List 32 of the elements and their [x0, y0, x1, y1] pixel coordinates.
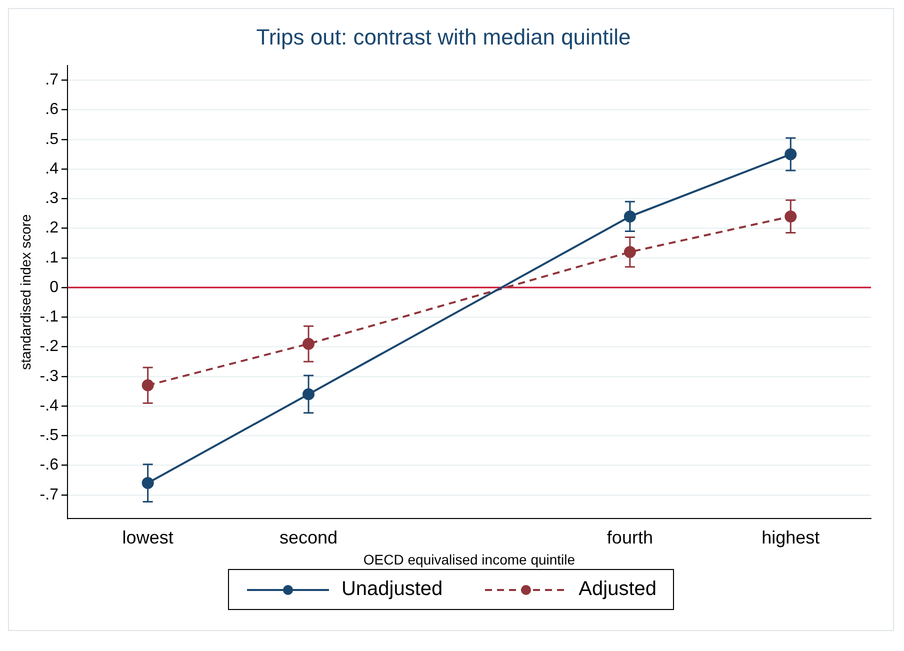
legend-label: Unadjusted: [341, 578, 443, 601]
y-tick-label: .3: [45, 190, 59, 208]
y-tick-label: -.2: [40, 338, 59, 356]
y-tick-label: -.3: [40, 368, 59, 385]
x-axis-title: OECD equivalised income quintile: [363, 551, 576, 568]
x-tick-label: second: [280, 527, 338, 548]
y-tick-label: .5: [45, 130, 59, 148]
y-tick-label: .4: [45, 160, 59, 178]
point: [624, 246, 636, 258]
point: [784, 210, 797, 222]
legend-label: Adjusted: [578, 578, 657, 601]
point: [302, 338, 315, 350]
y-tick-label: .1: [45, 249, 59, 266]
y-tick-label: .7: [45, 72, 59, 89]
point: [142, 477, 154, 490]
x-tick-label: fourth: [606, 527, 653, 548]
chart-title: Trips out: contrast with median quintile: [256, 24, 631, 50]
point: [142, 379, 154, 392]
x-tick-label: highest: [762, 527, 820, 548]
y-axis-title: standardised index score: [17, 214, 34, 370]
x-tick-label: lowest: [122, 527, 174, 548]
y-tick-label: -.1: [40, 308, 59, 326]
point: [784, 148, 797, 160]
point: [624, 210, 636, 222]
point: [302, 388, 315, 400]
y-tick-label: .2: [45, 220, 59, 237]
y-tick-label: -.6: [40, 456, 59, 474]
y-tick-label: 0: [50, 278, 59, 296]
y-tick-label: -.5: [40, 427, 59, 444]
y-tick-label: .6: [45, 101, 59, 118]
y-tick-label: -.7: [40, 486, 59, 504]
y-tick-label: -.4: [40, 397, 59, 414]
